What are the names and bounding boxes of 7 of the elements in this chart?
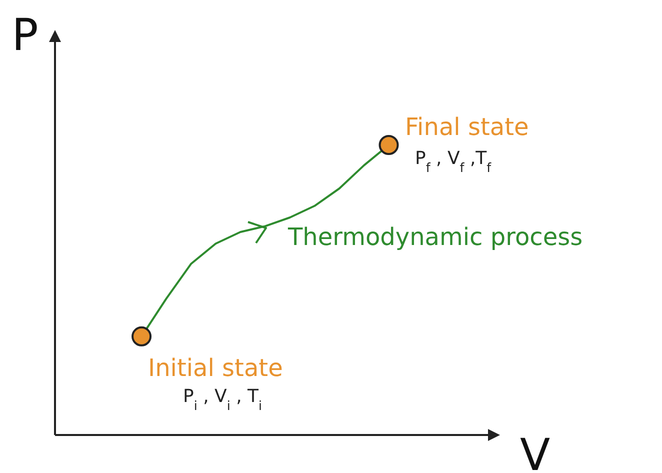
y-axis-title: P xyxy=(12,10,38,61)
annotation: P$_{f}$ , V$_{f}$ ,T$_{f}$ xyxy=(415,148,492,174)
text: Final state xyxy=(405,113,529,141)
annotation: P$_{i}$ , V$_{i}$ , T$_{i}$ xyxy=(183,386,262,412)
annotation: Initial state xyxy=(148,354,283,382)
x-axis-title: V xyxy=(520,430,550,473)
annotation: Thermodynamic process xyxy=(287,223,583,251)
